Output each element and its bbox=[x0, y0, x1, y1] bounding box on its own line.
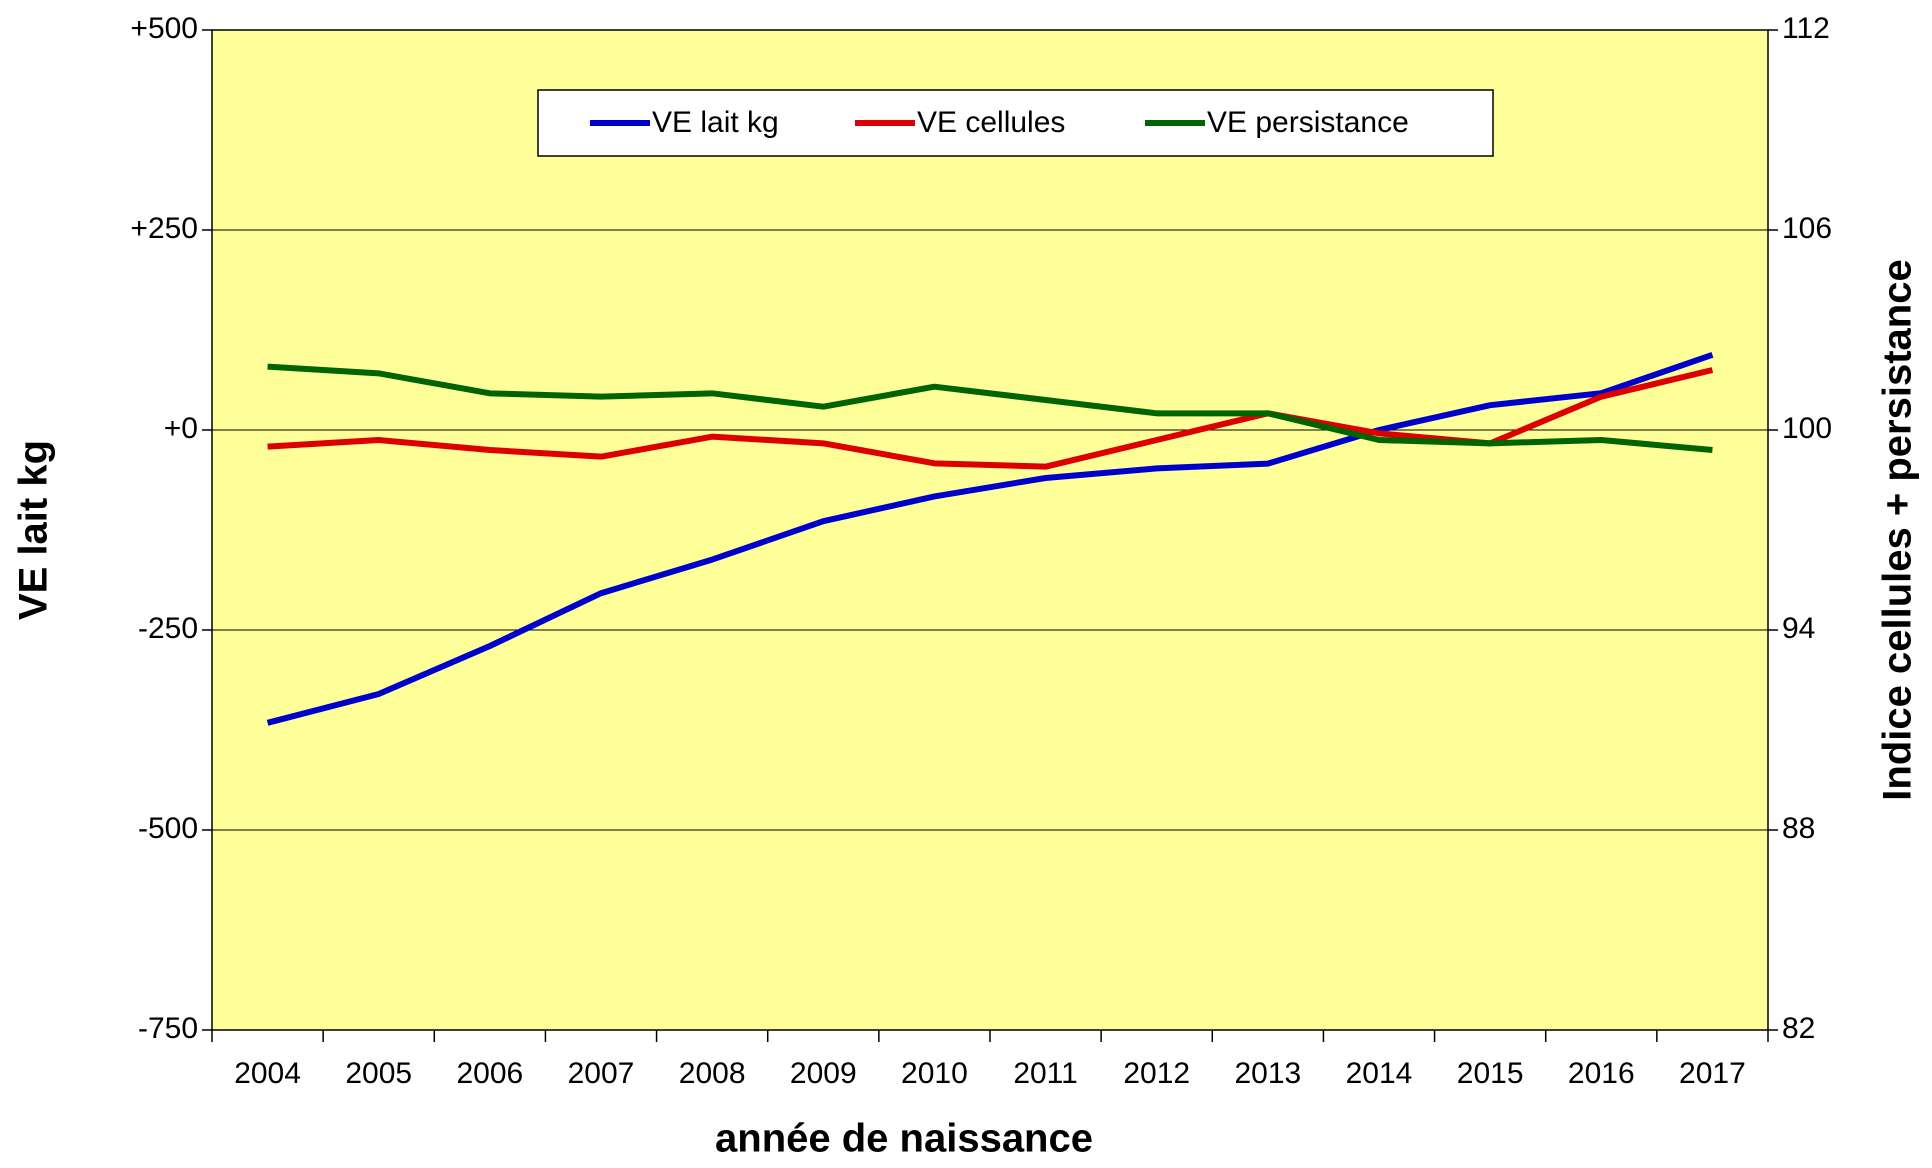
x-tick-label: 2014 bbox=[1346, 1057, 1413, 1090]
legend-label: VE cellules bbox=[917, 106, 1065, 139]
y-tick-label: +500 bbox=[130, 12, 198, 45]
legend-box bbox=[537, 89, 1494, 157]
y2-tick-label: 82 bbox=[1782, 1012, 1815, 1045]
x-tick-label: 2011 bbox=[1013, 1057, 1078, 1090]
x-axis-title: année de naissance bbox=[715, 1117, 1093, 1161]
x-tick-label: 2015 bbox=[1457, 1057, 1524, 1090]
x-tick-label: 2016 bbox=[1568, 1057, 1635, 1090]
y2-tick-label: 94 bbox=[1782, 612, 1815, 645]
y2-tick-label: 112 bbox=[1782, 12, 1830, 45]
y2-tick-label: 106 bbox=[1782, 212, 1832, 245]
y-tick-label: -500 bbox=[138, 812, 198, 845]
y2-axis-title: Indice cellules + persistance bbox=[1876, 259, 1920, 800]
x-tick-label: 2005 bbox=[345, 1057, 412, 1090]
x-tick-label: 2004 bbox=[234, 1057, 301, 1090]
x-tick-label: 2012 bbox=[1123, 1057, 1190, 1090]
y-tick-label: +250 bbox=[130, 212, 198, 245]
x-tick-label: 2008 bbox=[679, 1057, 746, 1090]
x-tick-label: 2009 bbox=[790, 1057, 857, 1090]
x-tick-label: 2013 bbox=[1234, 1057, 1301, 1090]
x-tick-label: 2010 bbox=[901, 1057, 968, 1090]
x-tick-label: 2017 bbox=[1679, 1057, 1746, 1090]
y-tick-label: +0 bbox=[164, 412, 198, 445]
legend-label: VE persistance bbox=[1207, 106, 1409, 139]
plot-area bbox=[211, 29, 1769, 1031]
y2-tick-label: 88 bbox=[1782, 812, 1815, 845]
x-tick-label: 2007 bbox=[568, 1057, 635, 1090]
x-tick-label: 2006 bbox=[456, 1057, 523, 1090]
series-line bbox=[267, 363, 1713, 453]
legend-label: VE lait kg bbox=[652, 106, 779, 139]
y2-tick-label: 100 bbox=[1782, 412, 1832, 445]
series-line bbox=[266, 351, 1714, 726]
y-tick-label: -750 bbox=[138, 1012, 198, 1045]
y-tick-label: -250 bbox=[138, 612, 198, 645]
y-axis-title: VE lait kg bbox=[12, 440, 56, 620]
